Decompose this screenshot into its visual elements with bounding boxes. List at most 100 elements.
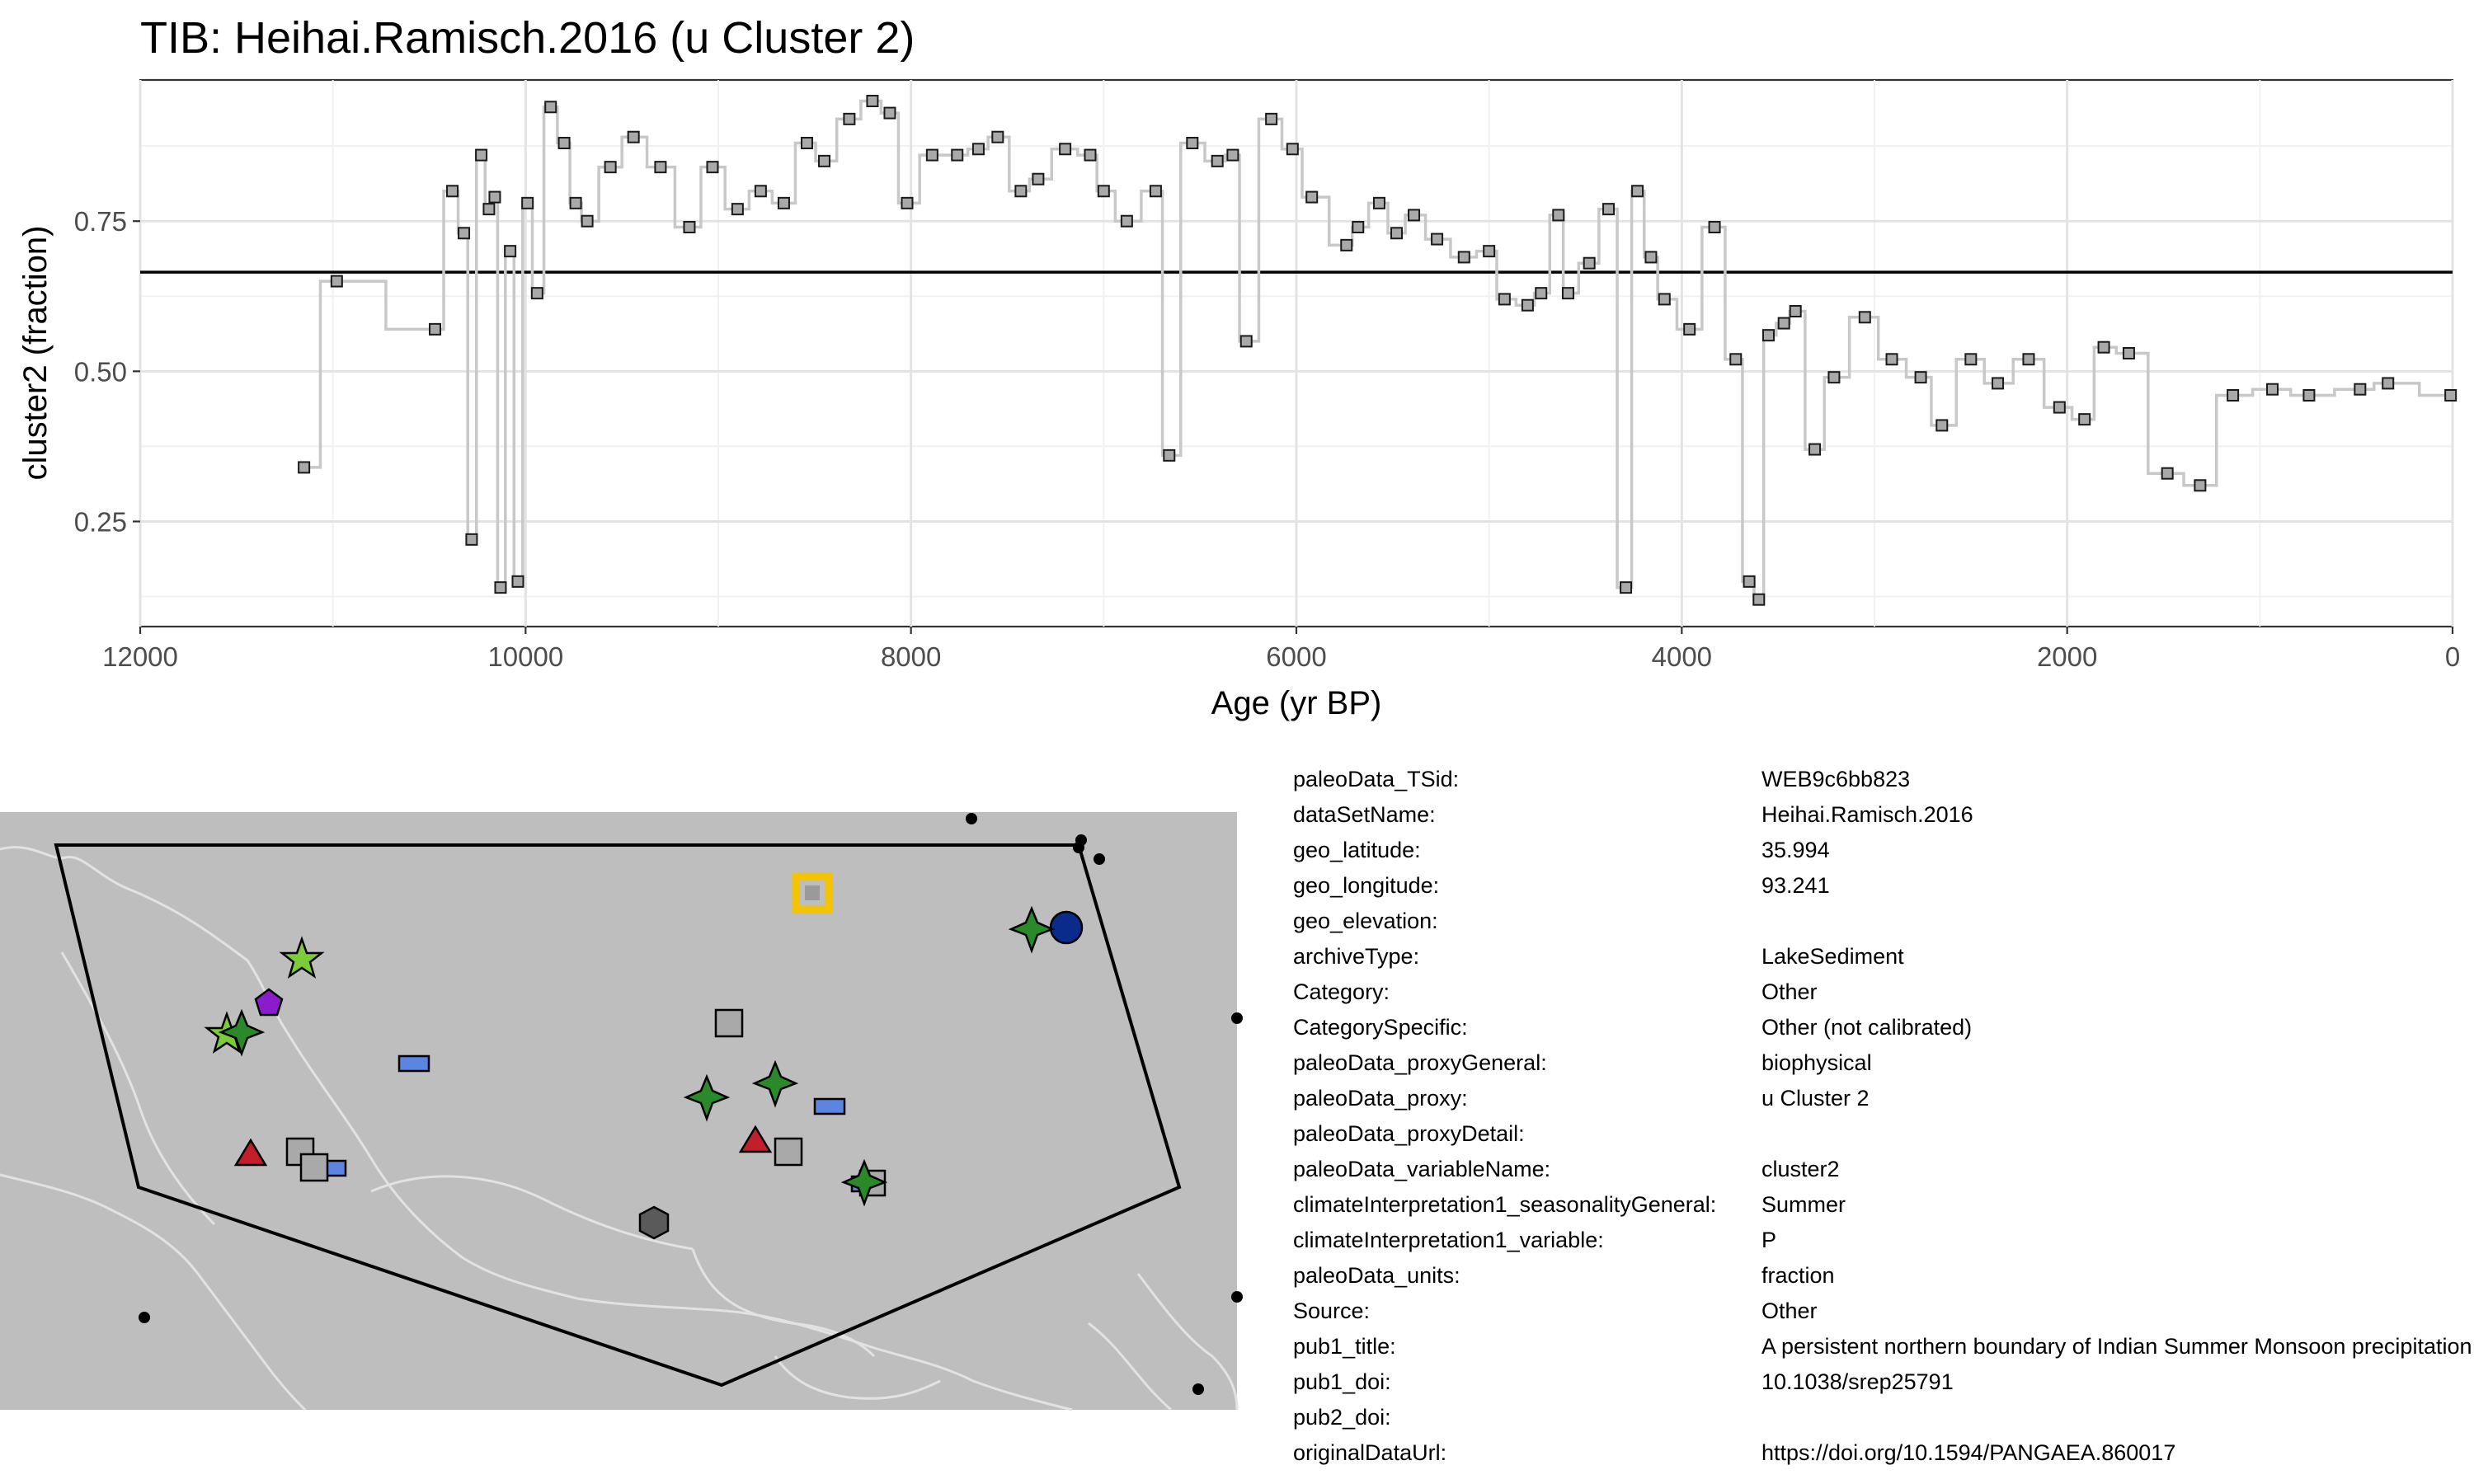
- map-background: [0, 812, 1237, 1410]
- metadata-value: P: [1761, 1228, 1777, 1252]
- metadata-row: climateInterpretation1_variable: P: [1293, 1223, 2474, 1258]
- region-outline: [54, 843, 1182, 1388]
- metadata-key: paleoData_units:: [1293, 1263, 1460, 1288]
- data-point: [1390, 227, 1404, 240]
- data-point: [1992, 377, 2005, 390]
- data-point: [2354, 383, 2367, 396]
- data-point: [1431, 232, 1444, 246]
- metadata-key: paleoData_variableName:: [1293, 1157, 1551, 1181]
- data-point: [1858, 311, 1871, 324]
- data-points: [298, 95, 2458, 606]
- site-marker: [751, 1059, 799, 1108]
- metadata-row: geo_elevation:: [1293, 904, 2474, 939]
- data-point: [971, 143, 985, 156]
- grid-lines: [139, 80, 2454, 627]
- data-point: [1372, 196, 1385, 209]
- metadata-value: LakeSediment: [1761, 944, 1904, 969]
- small-site-dot: [139, 1312, 150, 1323]
- site-marker: [774, 1137, 803, 1167]
- data-point: [2382, 377, 2395, 390]
- metadata-value: A persistent northern boundary of Indian…: [1761, 1334, 2472, 1359]
- data-point: [731, 203, 744, 216]
- data-point: [298, 461, 311, 474]
- data-point: [1120, 214, 1133, 228]
- metadata-row: pub1_doi: 10.1038/srep25791: [1293, 1364, 2474, 1400]
- data-point: [1602, 203, 1616, 216]
- data-point: [627, 130, 640, 143]
- data-point: [2053, 401, 2066, 414]
- data-point: [866, 95, 879, 107]
- metadata-row: CategorySpecific: Other (not calibrated): [1293, 1010, 2474, 1045]
- site-marker: [1049, 910, 1084, 945]
- data-point: [1964, 353, 1978, 366]
- data-point: [1552, 209, 1565, 222]
- data-point: [2078, 413, 2091, 426]
- data-point: [1498, 293, 1511, 306]
- data-point: [654, 161, 667, 174]
- metadata-key: paleoData_proxyDetail:: [1293, 1121, 1525, 1146]
- data-point: [581, 214, 594, 228]
- metadata-value: fraction: [1761, 1263, 1835, 1288]
- data-point: [1239, 335, 1253, 348]
- data-point: [1408, 209, 1421, 222]
- data-point: [901, 196, 914, 209]
- chart-title: TIB: Heihai.Ramisch.2016 (u Cluster 2): [140, 13, 915, 63]
- data-point: [777, 196, 790, 209]
- data-point: [754, 185, 767, 198]
- y-tick-label: 0.75: [74, 206, 127, 237]
- data-point: [1789, 305, 1802, 317]
- metadata-row: originalDataUrl: https://doi.org/10.1594/…: [1293, 1435, 2474, 1471]
- data-point: [2444, 389, 2458, 402]
- x-axis-label: Age (yr BP): [1211, 685, 1382, 721]
- data-point: [1827, 371, 1841, 384]
- x-axis-ticks: 12000 10000 8000 6000 4000 2000 0: [102, 627, 2460, 672]
- site-marker: [813, 1097, 846, 1115]
- metadata-key: paleoData_proxyGeneral:: [1293, 1050, 1547, 1075]
- metadata-row: Source: Other: [1293, 1294, 2474, 1329]
- data-point: [1631, 185, 1644, 198]
- data-point: [1535, 287, 1548, 300]
- metadata-key: archiveType:: [1293, 944, 1420, 969]
- metadata-key: originalDataUrl:: [1293, 1440, 1447, 1465]
- data-point: [1032, 172, 1045, 186]
- data-point: [1658, 293, 1671, 306]
- data-point: [475, 148, 488, 162]
- x-tick-label: 10000: [487, 641, 563, 672]
- data-point: [2097, 340, 2110, 354]
- data-point: [1777, 317, 1790, 330]
- data-point: [482, 203, 496, 216]
- small-site-dot: [1231, 1291, 1243, 1303]
- site-marker: [714, 1008, 744, 1038]
- metadata-key: pub1_title:: [1293, 1334, 1396, 1359]
- target-site-marker-fill: [805, 885, 820, 900]
- metadata-row: Category: Other: [1293, 974, 2474, 1010]
- metadata-value: u Cluster 2: [1761, 1086, 1870, 1111]
- y-tick-label: 0.50: [74, 356, 127, 387]
- data-point: [1914, 371, 1927, 384]
- data-point: [504, 245, 517, 258]
- metadata-value: https://doi.org/10.1594/PANGAEA.860017: [1761, 1440, 2176, 1465]
- data-point: [991, 130, 1004, 143]
- metadata-row: geo_longitude: 93.241: [1293, 868, 2474, 904]
- x-tick-label: 6000: [1266, 641, 1326, 672]
- small-site-dot: [966, 813, 977, 824]
- metadata-row: paleoData_units: fraction: [1293, 1258, 2474, 1294]
- site-marker: [738, 1125, 773, 1153]
- data-point: [818, 154, 831, 167]
- metadata-key: CategorySpecific:: [1293, 1015, 1468, 1040]
- data-point: [1521, 298, 1534, 312]
- metadata-row: paleoData_proxyDetail:: [1293, 1116, 2474, 1152]
- data-point: [1935, 419, 1949, 432]
- data-point: [557, 137, 571, 149]
- metadata-value: 10.1038/srep25791: [1761, 1369, 1954, 1394]
- metadata-key: climateInterpretation1_variable:: [1293, 1228, 1604, 1252]
- site-map: [0, 812, 1243, 1411]
- data-point: [1340, 238, 1353, 251]
- data-point: [1729, 353, 1743, 366]
- data-point: [1561, 287, 1574, 300]
- data-point: [2302, 389, 2316, 402]
- data-point: [843, 112, 856, 125]
- metadata-key: Source:: [1293, 1298, 1371, 1323]
- small-site-dot: [1094, 853, 1105, 865]
- data-point: [1186, 137, 1199, 149]
